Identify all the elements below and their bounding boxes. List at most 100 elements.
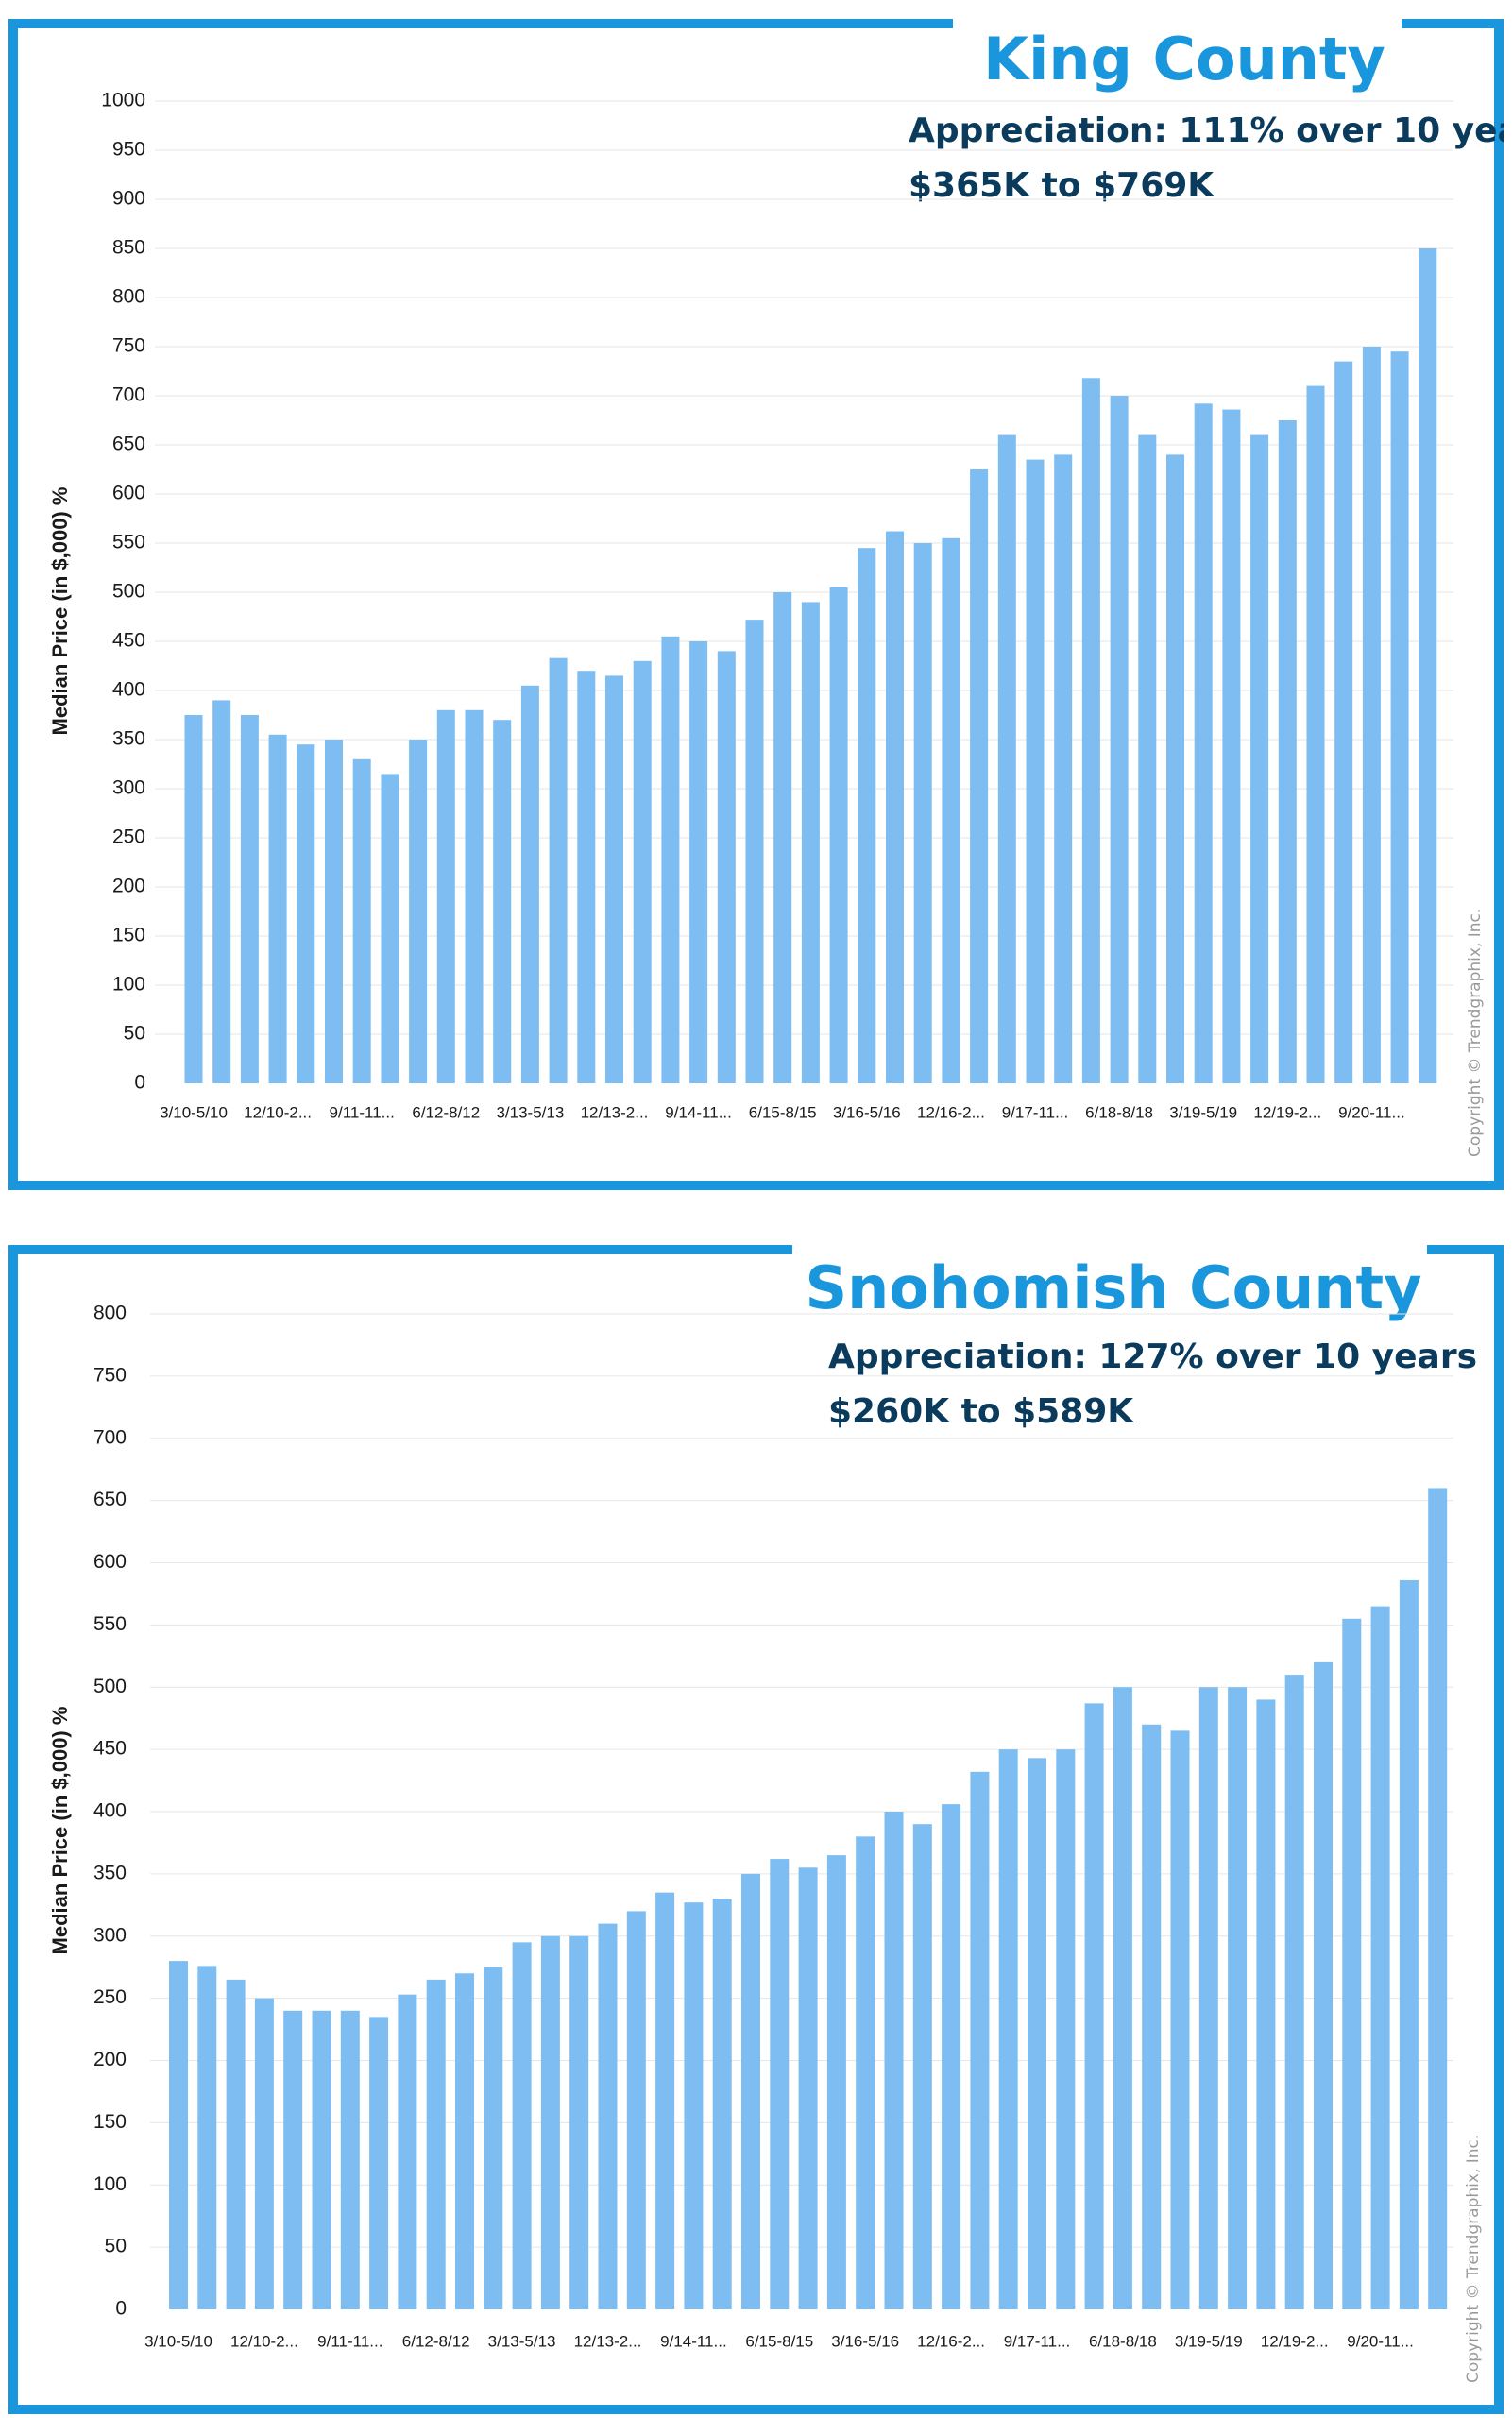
x-tick-label: 6/12-8/12 bbox=[412, 1103, 480, 1121]
y-tick-label: 50 bbox=[105, 2236, 127, 2257]
y-tick-label: 750 bbox=[93, 1364, 127, 1386]
bar bbox=[352, 758, 371, 1083]
bar bbox=[325, 740, 343, 1083]
y-axis-label: Median Price (in $,000) % bbox=[48, 487, 72, 736]
bar bbox=[1028, 1758, 1046, 2309]
y-tick-label: 750 bbox=[112, 335, 145, 357]
bar bbox=[689, 641, 708, 1083]
bar bbox=[369, 2017, 389, 2309]
x-tick-label: 3/16-5/16 bbox=[831, 2332, 899, 2350]
bar bbox=[283, 2010, 303, 2309]
y-tick-label: 950 bbox=[112, 139, 145, 161]
y-tick-label: 800 bbox=[93, 1303, 127, 1324]
bar bbox=[1166, 454, 1184, 1083]
bar bbox=[598, 1923, 618, 2309]
y-tick-label: 700 bbox=[93, 1426, 127, 1448]
bar bbox=[1306, 385, 1325, 1084]
bar bbox=[540, 1935, 560, 2309]
bar bbox=[886, 531, 904, 1083]
bar bbox=[997, 434, 1016, 1084]
y-tick-label: 1000 bbox=[101, 90, 145, 111]
bar bbox=[745, 620, 764, 1083]
bar bbox=[520, 685, 539, 1083]
bar bbox=[741, 1873, 760, 2309]
y-tick-label: 550 bbox=[112, 532, 145, 553]
bar bbox=[1081, 378, 1100, 1083]
y-tick-label: 350 bbox=[112, 728, 145, 750]
bar bbox=[684, 1902, 704, 2309]
x-tick-label: 6/18-8/18 bbox=[1089, 2332, 1157, 2350]
x-tick-label: 6/12-8/12 bbox=[402, 2332, 470, 2350]
bar bbox=[312, 2010, 331, 2309]
x-tick-label: 3/10-5/10 bbox=[144, 2332, 212, 2350]
bar bbox=[493, 720, 512, 1083]
bar bbox=[1284, 1675, 1304, 2309]
bar bbox=[1314, 1661, 1333, 2309]
y-tick-label: 650 bbox=[112, 434, 145, 455]
x-tick-label: 3/13-5/13 bbox=[496, 1103, 564, 1121]
bar bbox=[626, 1911, 646, 2309]
bar bbox=[465, 709, 484, 1083]
copyright-text: Copyright © Trendgraphix, Inc. bbox=[1466, 909, 1485, 1157]
bar bbox=[773, 592, 792, 1083]
y-tick-label: 500 bbox=[93, 1676, 127, 1697]
y-tick-label: 350 bbox=[93, 1862, 127, 1883]
y-tick-label: 600 bbox=[93, 1551, 127, 1573]
chart-title: Snohomish County bbox=[805, 1253, 1421, 1322]
bar bbox=[240, 715, 259, 1083]
bar bbox=[826, 1855, 846, 2309]
y-tick-label: 300 bbox=[93, 1924, 127, 1946]
snohomish-county-panel: Snohomish County Appreciation: 127% over … bbox=[8, 1245, 1504, 2414]
bar bbox=[569, 1935, 589, 2309]
y-tick-label: 100 bbox=[93, 2173, 127, 2195]
y-tick-label: 300 bbox=[112, 777, 145, 799]
bar bbox=[184, 715, 203, 1083]
bar bbox=[1278, 420, 1297, 1083]
bar bbox=[1362, 347, 1381, 1083]
bar bbox=[970, 469, 989, 1083]
bar bbox=[942, 1804, 961, 2309]
bar bbox=[661, 636, 680, 1083]
bar bbox=[1170, 1730, 1190, 2309]
x-tick-label: 12/19-2... bbox=[1253, 1103, 1321, 1121]
bar bbox=[549, 657, 568, 1083]
bar bbox=[1342, 1618, 1362, 2309]
bar bbox=[942, 537, 960, 1083]
bar bbox=[829, 587, 848, 1083]
x-tick-label: 12/16-2... bbox=[917, 2332, 985, 2350]
y-axis-label: Median Price (in $,000) % bbox=[48, 1707, 72, 1955]
y-tick-label: 800 bbox=[112, 286, 145, 308]
x-tick-label: 9/17-11... bbox=[1004, 2332, 1071, 2350]
x-tick-label: 12/13-2... bbox=[574, 2332, 642, 2350]
chart-frame bbox=[8, 19, 1504, 1190]
bar bbox=[1110, 396, 1129, 1083]
bar bbox=[455, 1973, 474, 2309]
y-tick-label: 900 bbox=[112, 188, 145, 210]
appreciation-annotation: Appreciation: 127% over 10 years bbox=[828, 1337, 1477, 1376]
x-tick-label: 3/10-5/10 bbox=[160, 1103, 228, 1121]
bar bbox=[856, 1836, 875, 2309]
bar bbox=[1054, 454, 1073, 1083]
y-tick-label: 0 bbox=[134, 1072, 145, 1094]
y-tick-label: 150 bbox=[112, 925, 145, 946]
x-tick-label: 12/13-2... bbox=[581, 1103, 649, 1121]
y-tick-label: 600 bbox=[112, 483, 145, 504]
x-tick-label: 9/11-11... bbox=[317, 2332, 382, 2350]
king-county-chart: King County Appreciation: 111% over 10 ye… bbox=[8, 19, 1504, 1190]
bar bbox=[801, 602, 820, 1083]
x-tick-label: 3/16-5/16 bbox=[833, 1103, 901, 1121]
bar bbox=[770, 1859, 790, 2309]
y-tick-label: 400 bbox=[112, 679, 145, 701]
snohomish-county-chart: Snohomish County Appreciation: 127% over … bbox=[8, 1245, 1504, 2414]
bar bbox=[436, 709, 455, 1083]
y-tick-label: 200 bbox=[93, 2049, 127, 2070]
bar bbox=[1198, 1687, 1218, 2309]
bar bbox=[340, 2010, 360, 2309]
y-tick-label: 500 bbox=[112, 581, 145, 603]
bar bbox=[1222, 409, 1241, 1083]
bar bbox=[169, 1961, 188, 2309]
bar bbox=[1113, 1687, 1132, 2309]
bar bbox=[297, 744, 315, 1083]
bar bbox=[605, 675, 623, 1083]
king-county-panel: King County Appreciation: 111% over 10 ye… bbox=[8, 19, 1504, 1190]
